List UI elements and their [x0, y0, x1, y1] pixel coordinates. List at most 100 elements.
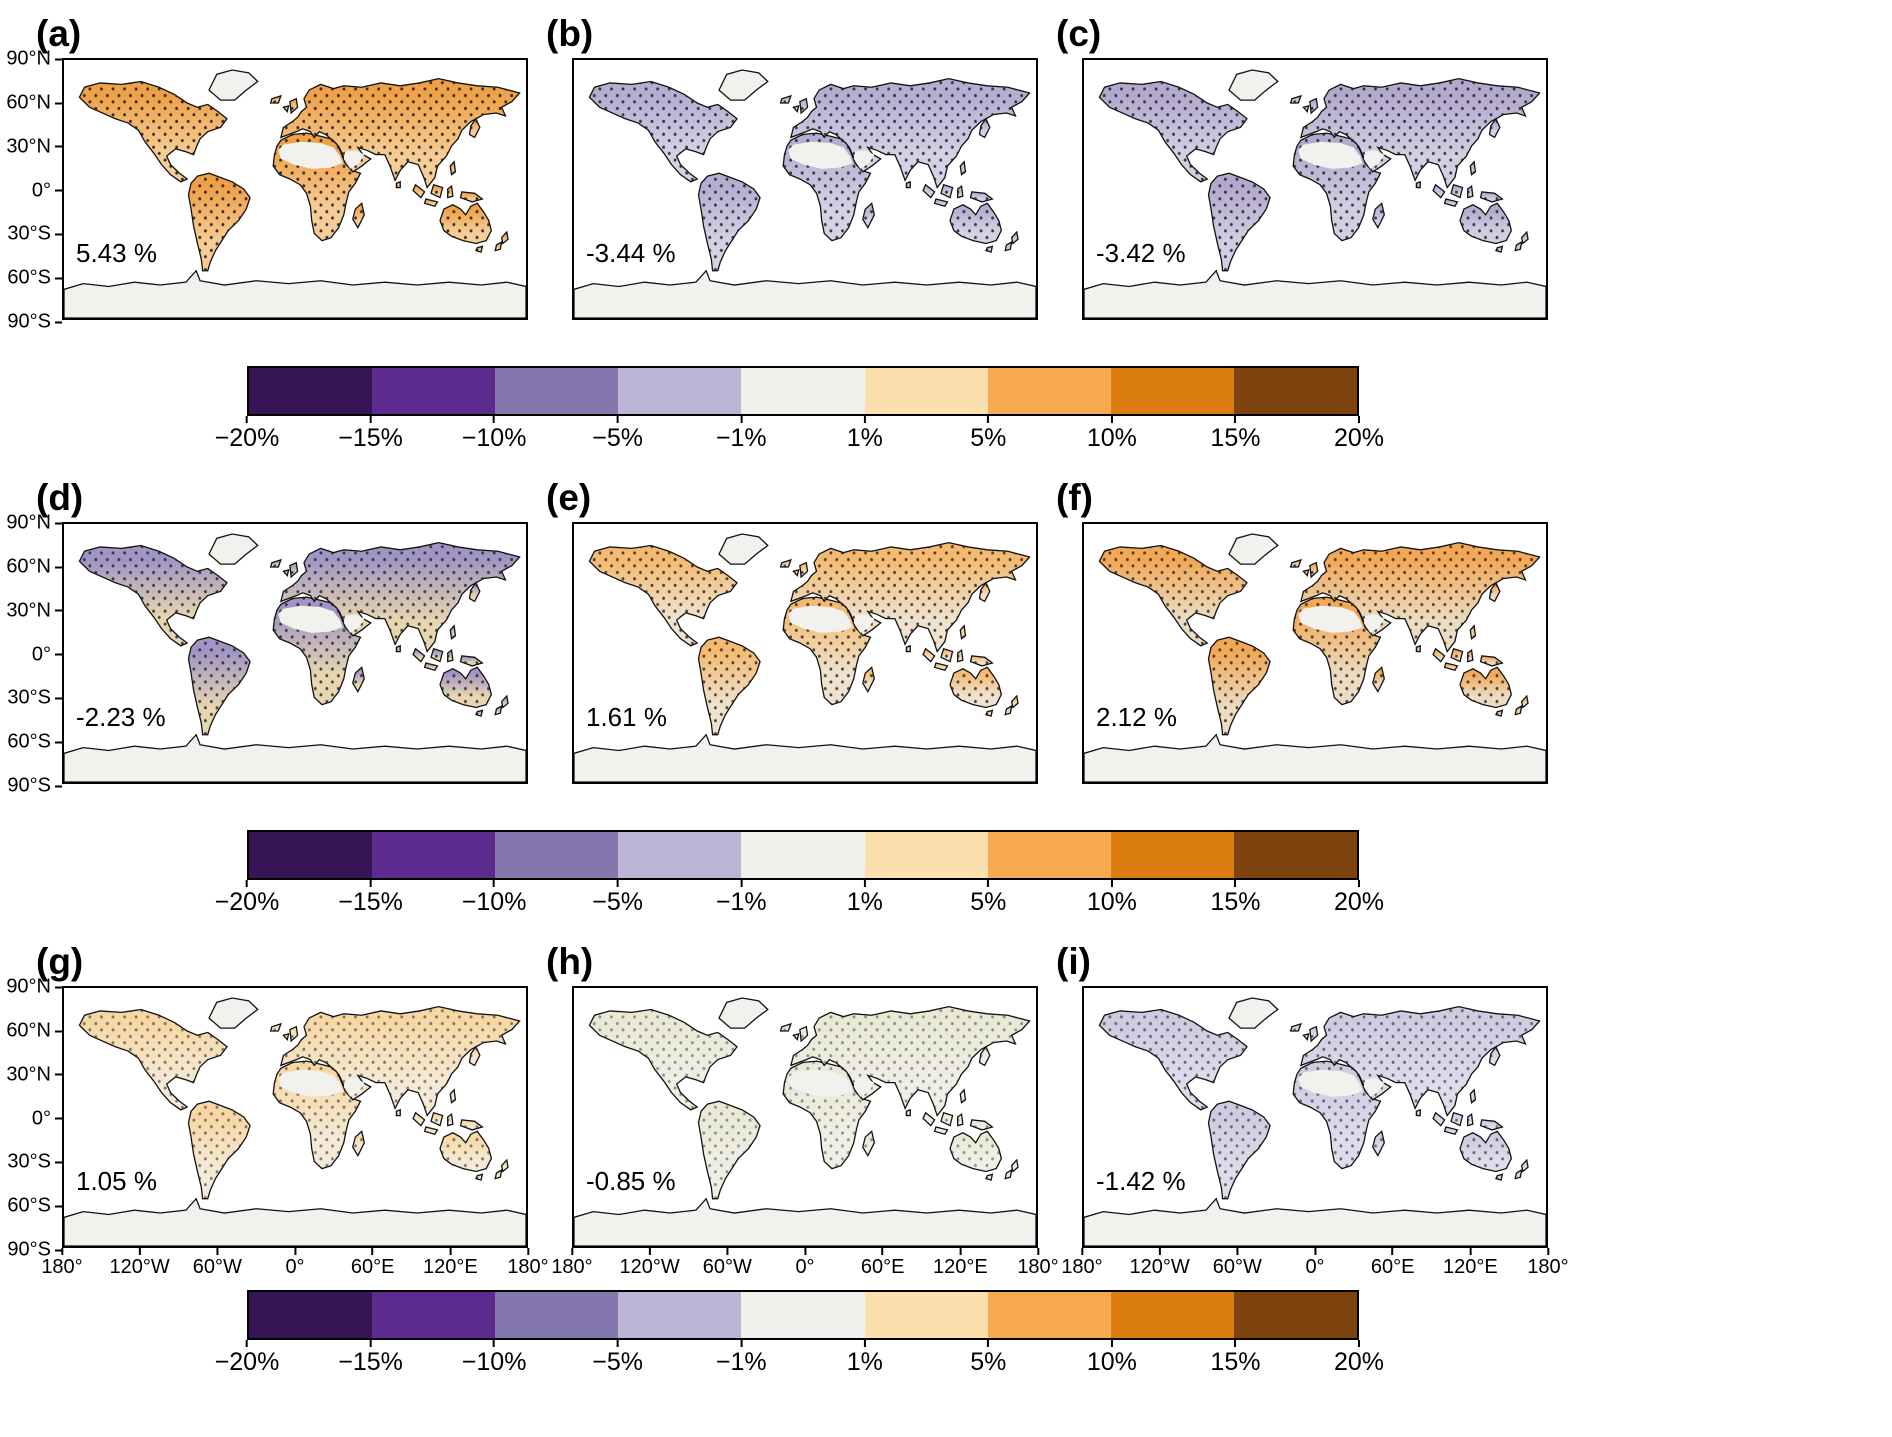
colorbar-tick-label: −1%: [715, 888, 767, 916]
colorbar-tick-label: 20%: [1333, 888, 1385, 916]
colorbar-segment: [1110, 368, 1234, 414]
colorbar-bar: [247, 830, 1359, 880]
colorbar-segment: [495, 1292, 619, 1338]
colorbar-segment: [864, 1292, 988, 1338]
colorbar-tick-label: 20%: [1333, 424, 1385, 452]
colorbar-segment: [495, 832, 619, 878]
lon-tick: 120°E: [422, 1256, 478, 1278]
colorbar-tick-label: 10%: [1086, 1348, 1137, 1376]
colorbar-tick-label: 15%: [1210, 424, 1261, 452]
panel-a: (a) 90°N 60°N 30°N 0° 30°S 60°S 90°S: [6, 10, 528, 333]
colorbar-bar: [247, 1290, 1359, 1340]
colorbar-segment: [249, 368, 373, 414]
colorbar-row-2: −20% −15% −10% −5% −1% 1% 5% 10% 15% 20%: [215, 830, 1384, 916]
colorbar: −20% −15% −10% −5% −1% 1% 5% 10% 15% 20%: [215, 1290, 1384, 1376]
lat-tick: 90°S: [7, 775, 62, 798]
map-canvas: [574, 524, 1036, 782]
lat-tick: 90°N: [6, 512, 62, 535]
world-map: [574, 533, 1036, 782]
lat-tick: 30°S: [7, 1151, 62, 1174]
lon-tick: 120°E: [932, 1256, 988, 1278]
panel-g-label: (g): [36, 941, 84, 982]
map-canvas: [1084, 60, 1546, 318]
colorbar-bar: [247, 366, 1359, 416]
colorbar-tick-label: 5%: [970, 1348, 1007, 1376]
map-h: -0.85 %: [572, 986, 1038, 1248]
lon-tick: 180°: [1061, 1256, 1103, 1278]
map-canvas: [64, 988, 526, 1246]
colorbar-tick-label: 10%: [1086, 888, 1137, 916]
lon-tick: 180°: [1527, 1256, 1569, 1278]
lon-tick: 60°E: [350, 1256, 395, 1278]
panel-d-label: (d): [36, 477, 84, 518]
colorbar-segment: [987, 832, 1111, 878]
colorbar-tick-label: −1%: [715, 1348, 767, 1376]
colorbar-tick-label: −1%: [715, 424, 767, 452]
lon-tick: 180°: [507, 1256, 549, 1278]
colorbar-tick-label: −15%: [338, 1348, 403, 1376]
world-map: [64, 997, 526, 1246]
map-row-2: (d) 90°N 60°N 30°N 0° 30°S 60°S 90°S: [6, 474, 1892, 797]
map-e: 1.61 %: [572, 522, 1038, 784]
global-mean-value: 5.43 %: [76, 238, 157, 269]
colorbar-segment: [618, 1292, 742, 1338]
panel-c: (c) -3.42 %: [1056, 10, 1548, 320]
colorbar-segment: [372, 1292, 496, 1338]
colorbar-tick-label: 5%: [970, 888, 1007, 916]
colorbar-tick-label: −10%: [461, 424, 527, 452]
colorbar-tick-label: −5%: [592, 424, 644, 452]
lon-tick: 180°: [41, 1256, 83, 1278]
panel-a-label: (a): [36, 13, 82, 54]
lat-tick: 90°S: [7, 311, 62, 334]
panel-e-label: (e): [546, 477, 592, 518]
global-mean-value: -2.23 %: [76, 702, 166, 733]
lon-tick: 120°W: [1129, 1256, 1190, 1278]
colorbar-tick-label: 15%: [1210, 888, 1261, 916]
longitude-axis: 180° 120°W 60°W 0° 60°E 120°E 180°: [1061, 1248, 1568, 1282]
lon-tick: 120°E: [1442, 1256, 1498, 1278]
colorbar-segment: [1233, 368, 1357, 414]
map-c: -3.42 %: [1082, 58, 1548, 320]
lon-tick: 60°W: [702, 1256, 752, 1278]
map-g: 90°N 60°N 30°N 0° 30°S 60°S 90°S 1.05 %: [6, 976, 528, 1261]
colorbar-tick-label: −15%: [338, 888, 403, 916]
lon-tick: 180°: [1017, 1256, 1059, 1278]
colorbar-segment: [249, 1292, 373, 1338]
colorbar-tick-label: 1%: [846, 424, 883, 452]
colorbar-segment: [618, 832, 742, 878]
colorbar: −20% −15% −10% −5% −1% 1% 5% 10% 15% 20%: [215, 366, 1384, 452]
colorbar-tick-label: −10%: [461, 1348, 527, 1376]
colorbar-tick-label: −20%: [214, 888, 280, 916]
colorbar-segment: [1233, 832, 1357, 878]
map-canvas: [1084, 988, 1546, 1246]
colorbar-segment: [495, 368, 619, 414]
map-canvas: [1084, 524, 1546, 782]
lon-tick: 60°W: [1212, 1256, 1262, 1278]
map-row-1: (a) 90°N 60°N 30°N 0° 30°S 60°S 90°S: [6, 10, 1892, 333]
lat-tick: 90°N: [6, 48, 62, 71]
colorbar-segment: [741, 1292, 865, 1338]
world-map: [64, 533, 526, 782]
longitude-axis: 180° 120°W 60°W 0° 60°E 120°E 180°: [41, 1248, 548, 1282]
global-mean-value: -1.42 %: [1096, 1166, 1186, 1197]
colorbar-segment: [618, 368, 742, 414]
panel-g: (g) 90°N 60°N 30°N 0° 30°S 60°S 90°S: [6, 938, 548, 1282]
global-mean-value: -3.42 %: [1096, 238, 1186, 269]
panel-h: (h) -0.85 % 180° 120°W 60°W 0° 60°E 120°…: [546, 938, 1059, 1282]
colorbar-tick-label: 1%: [846, 888, 883, 916]
panel-f: (f) 2.12 %: [1056, 474, 1548, 784]
lon-tick: 120°W: [619, 1256, 680, 1278]
world-map: [64, 69, 526, 318]
latitude-axis: 90°N 60°N 30°N 0° 30°S 60°S 90°S: [2, 976, 64, 1261]
colorbar-segment: [864, 368, 988, 414]
lat-tick: 60°N: [6, 555, 62, 578]
colorbar-segment: [1233, 1292, 1357, 1338]
map-i: -1.42 %: [1082, 986, 1548, 1248]
latitude-axis: 90°N 60°N 30°N 0° 30°S 60°S 90°S: [2, 512, 64, 797]
world-map: [1084, 997, 1546, 1246]
colorbar-tick-label: −10%: [461, 888, 527, 916]
colorbar-segment: [864, 832, 988, 878]
lon-tick: 180°: [551, 1256, 593, 1278]
colorbar-tick-label: −20%: [214, 424, 280, 452]
lat-tick: 60°S: [7, 1195, 62, 1218]
